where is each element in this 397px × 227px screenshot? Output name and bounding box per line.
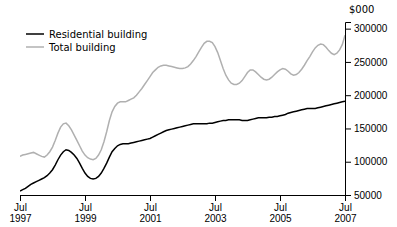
y-tick-mark: [345, 162, 351, 163]
y-tick: 300000: [345, 23, 388, 34]
x-tick-label-line: Jul: [339, 202, 352, 213]
y-tick: 200000: [345, 90, 388, 101]
x-tick: Jul2005: [269, 195, 292, 224]
x-tick-label-line: 1999: [74, 213, 97, 224]
x-tick-label-line: 2003: [204, 213, 227, 224]
x-tick: Jul1999: [74, 195, 97, 224]
y-tick-mark: [345, 62, 351, 63]
x-tick-label: Jul1997: [9, 202, 32, 224]
y-tick-label: 100000: [354, 156, 388, 167]
legend-swatch: [26, 33, 44, 35]
lines: [20, 35, 345, 191]
x-tick-mark: [85, 195, 86, 201]
x-tick: Jul2001: [139, 195, 162, 224]
legend-item: Total building: [26, 42, 116, 53]
y-axis: 50000 100000 150000 200000 250000 300000: [345, 23, 388, 201]
legend-item: Residential building: [26, 29, 147, 40]
y-tick: 50000: [345, 190, 382, 201]
x-tick-label-line: 2001: [139, 213, 162, 224]
y-tick-label: 150000: [354, 123, 388, 134]
x-tick-mark: [215, 195, 216, 201]
x-axis: Jul1997Jul1999Jul2001Jul2003Jul2005Jul20…: [9, 195, 357, 224]
y-tick-label: 50000: [354, 190, 382, 201]
legend-label: Total building: [48, 42, 116, 53]
x-tick-label: Jul2003: [204, 202, 227, 224]
x-tick-label-line: 2007: [334, 213, 357, 224]
y-tick-mark: [345, 29, 351, 30]
x-tick-label: Jul2007: [334, 202, 357, 224]
legend-swatch: [26, 46, 44, 48]
legend-label: Residential building: [49, 29, 147, 40]
x-tick-mark: [20, 195, 21, 201]
y-tick-mark: [345, 128, 351, 129]
x-tick-label-line: 2005: [269, 213, 292, 224]
x-tick-mark: [280, 195, 281, 201]
y-tick-mark: [345, 95, 351, 96]
y-tick-label: 200000: [354, 90, 388, 101]
y-tick: 100000: [345, 156, 388, 167]
x-tick: Jul2003: [204, 195, 227, 224]
x-tick-label: Jul1999: [74, 202, 97, 224]
y-tick-mark: [345, 195, 351, 196]
series-line: [20, 35, 345, 159]
y-tick-label: 300000: [354, 23, 388, 34]
y-tick-label: 250000: [354, 57, 388, 68]
legend: Residential building Total building: [26, 29, 147, 53]
y-axis-label: $000: [349, 4, 374, 15]
y-tick: 250000: [345, 57, 388, 68]
x-tick-label-line: 1997: [9, 213, 32, 224]
x-tick: Jul1997: [9, 195, 32, 224]
chart: Jul1997Jul1999Jul2001Jul2003Jul2005Jul20…: [0, 0, 397, 227]
plot: Jul1997Jul1999Jul2001Jul2003Jul2005Jul20…: [9, 23, 387, 225]
x-tick-label-line: Jul: [274, 202, 287, 213]
x-tick-mark: [150, 195, 151, 201]
x-tick-label-line: Jul: [144, 202, 157, 213]
x-tick-label-line: Jul: [14, 202, 27, 213]
x-axis-line: [21, 196, 346, 202]
x-tick-label-line: Jul: [79, 202, 92, 213]
series-line: [20, 101, 345, 191]
x-tick-label-line: Jul: [209, 202, 222, 213]
y-axis-line: [346, 23, 352, 196]
x-tick-label: Jul2001: [139, 202, 162, 224]
x-tick-label: Jul2005: [269, 202, 292, 224]
y-tick: 150000: [345, 123, 388, 134]
